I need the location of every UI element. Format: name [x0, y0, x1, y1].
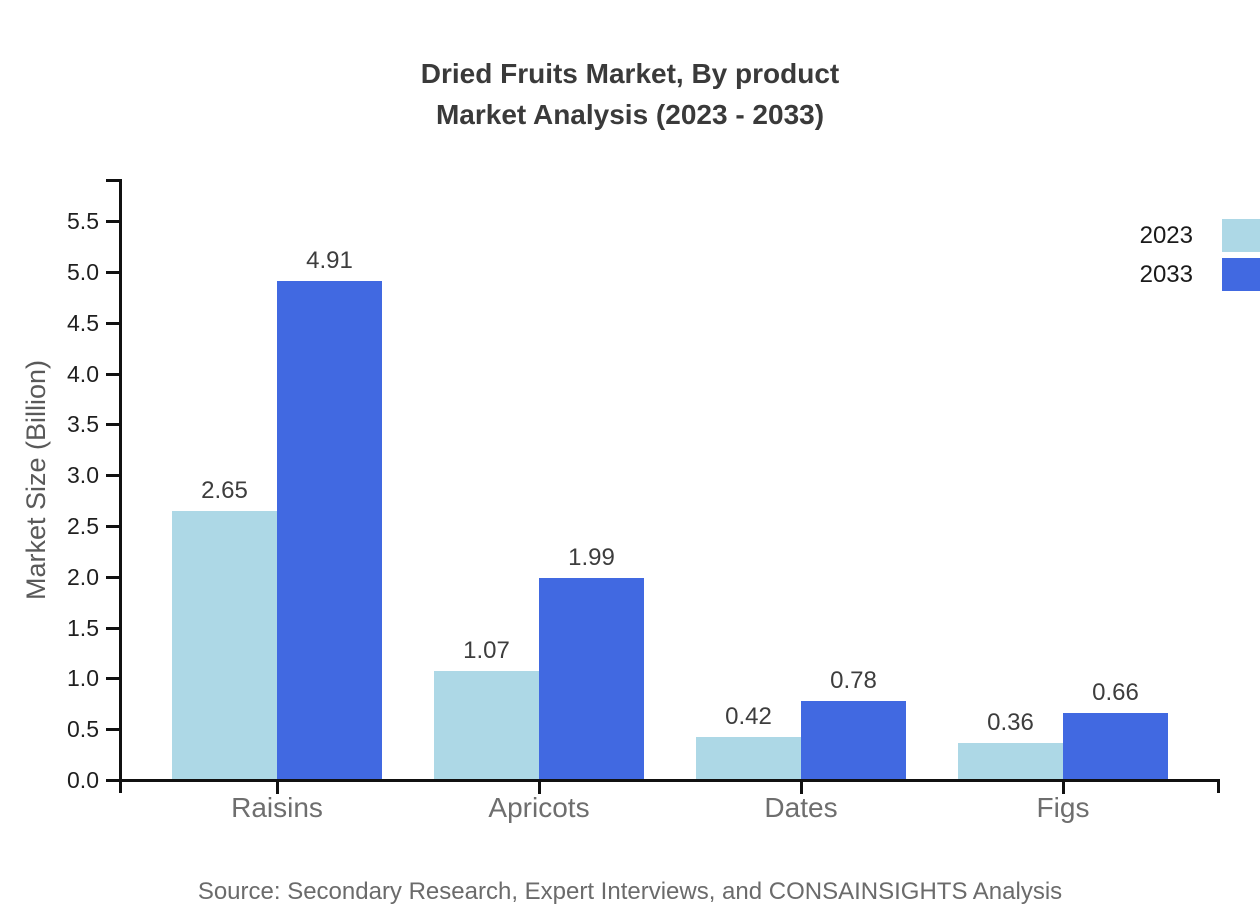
- y-tick: [106, 474, 120, 478]
- value-label-2033-apricots: 1.99: [568, 544, 615, 571]
- bar-2033-dates: [801, 701, 906, 780]
- y-tick-label: 4.0: [67, 360, 99, 387]
- chart-title: Dried Fruits Market, By product Market A…: [0, 53, 1260, 135]
- y-tick-label: 2.0: [67, 563, 99, 590]
- bar-2033-apricots: [539, 578, 644, 780]
- bar-2023-figs: [958, 743, 1063, 780]
- value-label-2033-dates: 0.78: [830, 667, 877, 694]
- x-category-label-apricots: Apricots: [488, 792, 590, 823]
- bar-2023-raisins: [172, 511, 277, 780]
- y-tick: [106, 575, 120, 579]
- bar-2033-raisins: [277, 281, 382, 780]
- y-tick-label: 4.5: [67, 309, 99, 336]
- x-category-label-figs: Figs: [1036, 792, 1090, 823]
- y-axis-line: [119, 179, 122, 793]
- x-category-label-dates: Dates: [764, 792, 838, 823]
- bar-2033-figs: [1063, 713, 1168, 780]
- y-tick-label: 5.0: [67, 259, 99, 285]
- y-tick-label: 1.0: [67, 665, 99, 692]
- x-tick-figs: [1062, 779, 1065, 794]
- y-tick: [106, 271, 120, 274]
- value-label-2023-raisins: 2.65: [201, 477, 248, 504]
- value-label-2023-apricots: 1.07: [463, 637, 510, 664]
- y-tick-label: 0.0: [67, 767, 99, 793]
- x-tick-dates: [800, 779, 803, 794]
- y-tick-label: 3.5: [67, 411, 99, 438]
- y-tick-label: 3.0: [67, 462, 99, 489]
- y-tick-label: 1.5: [67, 614, 99, 641]
- x-axis-line: [119, 779, 1219, 782]
- legend-swatch-2023: [1222, 219, 1260, 252]
- x-tick-raisins: [276, 779, 279, 794]
- source-note: Source: Secondary Research, Expert Inter…: [197, 878, 1063, 905]
- value-label-2033-figs: 0.66: [1092, 679, 1139, 706]
- y-tick: [106, 423, 120, 427]
- value-label-2023-dates: 0.42: [725, 703, 772, 730]
- x-axis-endcap: [1217, 779, 1220, 793]
- value-label-2023-figs: 0.36: [987, 709, 1034, 736]
- y-tick: [106, 626, 120, 630]
- legend: 2023 2033: [1140, 219, 1260, 291]
- y-tick: [106, 372, 120, 376]
- y-tick: [106, 220, 120, 224]
- y-tick: [106, 779, 120, 782]
- x-tick-apricots: [538, 779, 541, 794]
- y-tick-label: 5.5: [67, 208, 99, 235]
- y-tick: [106, 677, 120, 681]
- x-category-label-raisins: Raisins: [231, 792, 323, 823]
- legend-item-2023: 2023: [1140, 219, 1260, 252]
- y-tick-label: 2.5: [67, 513, 99, 539]
- bar-2023-dates: [696, 737, 801, 780]
- y-tick: [106, 321, 120, 325]
- legend-label-2033: 2033: [1139, 260, 1193, 288]
- legend-item-2033: 2033: [1140, 258, 1260, 291]
- y-axis-endcap: [106, 179, 120, 182]
- value-label-2033-raisins: 4.91: [306, 247, 353, 274]
- chart-title-line2: Market Analysis (2023 - 2033): [435, 99, 825, 130]
- y-tick: [106, 525, 120, 528]
- y-tick-label: 0.5: [67, 716, 99, 743]
- chart-title-line1: Dried Fruits Market, By product: [420, 58, 840, 89]
- bar-2023-apricots: [434, 671, 539, 780]
- y-tick: [106, 728, 120, 732]
- legend-swatch-2033: [1222, 258, 1260, 291]
- legend-label-2023: 2023: [1139, 221, 1193, 249]
